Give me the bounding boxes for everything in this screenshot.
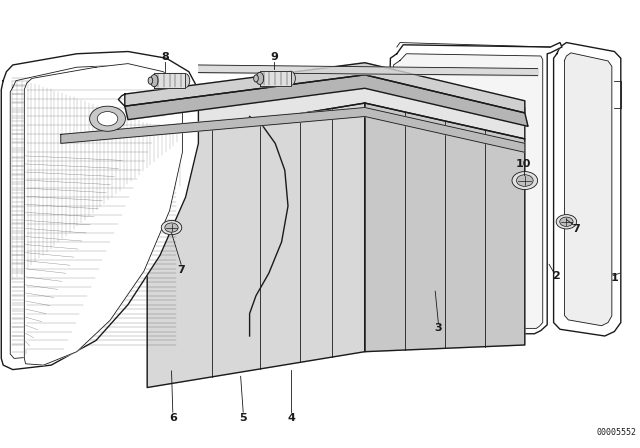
Circle shape xyxy=(556,215,577,229)
Text: 2: 2 xyxy=(552,271,559,280)
Text: 7: 7 xyxy=(177,265,185,275)
Ellipse shape xyxy=(148,77,153,84)
Polygon shape xyxy=(61,108,525,152)
Ellipse shape xyxy=(150,74,158,87)
Polygon shape xyxy=(381,43,562,334)
Polygon shape xyxy=(125,75,528,126)
Text: 5: 5 xyxy=(239,413,247,422)
Text: 9: 9 xyxy=(270,52,278,62)
Polygon shape xyxy=(554,43,621,336)
Circle shape xyxy=(516,175,533,186)
Circle shape xyxy=(97,112,118,126)
Ellipse shape xyxy=(180,73,190,88)
Polygon shape xyxy=(564,53,612,326)
Text: 00005552: 00005552 xyxy=(596,428,637,437)
Polygon shape xyxy=(154,73,185,88)
Text: 3: 3 xyxy=(435,323,442,333)
Text: 10: 10 xyxy=(516,159,531,168)
Circle shape xyxy=(161,220,182,235)
Ellipse shape xyxy=(253,75,259,82)
Text: 7: 7 xyxy=(572,224,580,234)
Ellipse shape xyxy=(285,71,296,86)
Polygon shape xyxy=(125,63,525,113)
Polygon shape xyxy=(260,71,291,86)
Polygon shape xyxy=(147,103,365,388)
Polygon shape xyxy=(10,65,179,358)
Polygon shape xyxy=(147,72,525,139)
Ellipse shape xyxy=(256,72,264,85)
Polygon shape xyxy=(384,54,543,328)
Polygon shape xyxy=(365,103,525,352)
Circle shape xyxy=(90,106,125,131)
Circle shape xyxy=(512,172,538,190)
Polygon shape xyxy=(1,52,198,370)
Polygon shape xyxy=(24,64,182,365)
Text: 4: 4 xyxy=(287,413,295,422)
Text: 8: 8 xyxy=(161,52,169,62)
Text: 6: 6 xyxy=(169,413,177,422)
Circle shape xyxy=(165,223,178,232)
Circle shape xyxy=(560,217,573,226)
Text: 1: 1 xyxy=(611,273,618,283)
